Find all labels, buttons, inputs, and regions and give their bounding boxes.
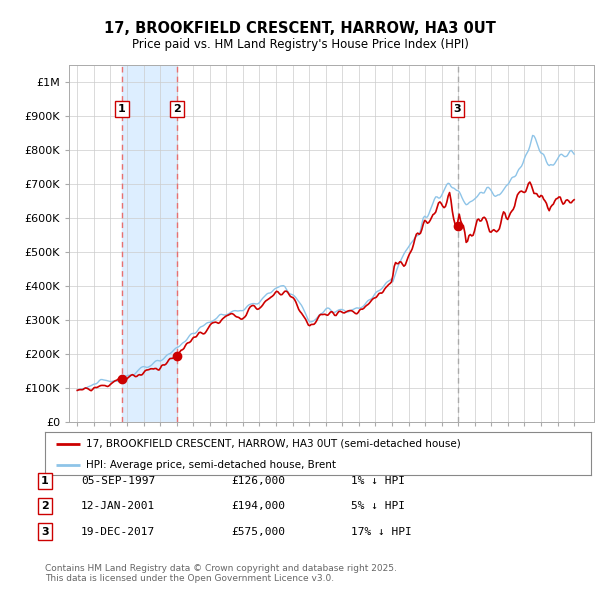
Text: 3: 3 bbox=[454, 104, 461, 114]
Text: 5% ↓ HPI: 5% ↓ HPI bbox=[351, 502, 405, 511]
Text: Price paid vs. HM Land Registry's House Price Index (HPI): Price paid vs. HM Land Registry's House … bbox=[131, 38, 469, 51]
Text: 17% ↓ HPI: 17% ↓ HPI bbox=[351, 527, 412, 536]
Text: 1: 1 bbox=[41, 476, 49, 486]
Text: 1: 1 bbox=[118, 104, 125, 114]
Text: Contains HM Land Registry data © Crown copyright and database right 2025.
This d: Contains HM Land Registry data © Crown c… bbox=[45, 563, 397, 583]
Text: 19-DEC-2017: 19-DEC-2017 bbox=[81, 527, 155, 536]
Text: 17, BROOKFIELD CRESCENT, HARROW, HA3 0UT: 17, BROOKFIELD CRESCENT, HARROW, HA3 0UT bbox=[104, 21, 496, 35]
Text: 2: 2 bbox=[173, 104, 181, 114]
Text: 17, BROOKFIELD CRESCENT, HARROW, HA3 0UT (semi-detached house): 17, BROOKFIELD CRESCENT, HARROW, HA3 0UT… bbox=[86, 438, 461, 448]
Text: 2: 2 bbox=[41, 502, 49, 511]
Bar bbox=[122, 65, 178, 422]
Text: £194,000: £194,000 bbox=[231, 502, 285, 511]
Text: 1% ↓ HPI: 1% ↓ HPI bbox=[351, 476, 405, 486]
Text: 12-JAN-2001: 12-JAN-2001 bbox=[81, 502, 155, 511]
Text: HPI: Average price, semi-detached house, Brent: HPI: Average price, semi-detached house,… bbox=[86, 460, 336, 470]
Text: £126,000: £126,000 bbox=[231, 476, 285, 486]
Text: £575,000: £575,000 bbox=[231, 527, 285, 536]
Text: 05-SEP-1997: 05-SEP-1997 bbox=[81, 476, 155, 486]
Text: 3: 3 bbox=[41, 527, 49, 536]
